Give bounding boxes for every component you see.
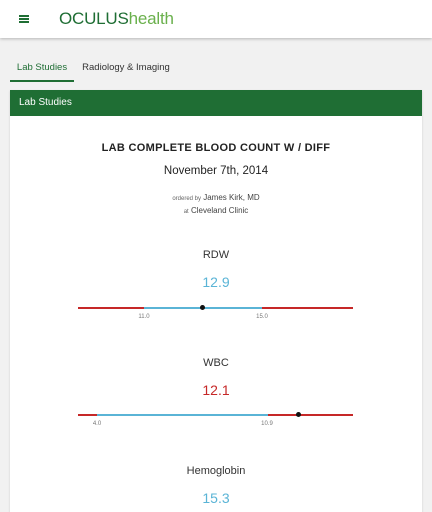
value-marker <box>199 305 205 310</box>
range-high-segment <box>267 414 353 416</box>
tab-radiology-imaging[interactable]: Radiology & Imaging <box>82 62 170 73</box>
metric-value-wbc: 12.1 <box>202 382 230 398</box>
ordered-by-prefix: ordered by <box>172 196 201 202</box>
menu-icon-line <box>19 18 29 20</box>
brand-logo: OCULUShealth <box>59 9 174 29</box>
range-bar-rdw <box>78 304 353 312</box>
range-low-tick-wbc: 4.0 <box>92 421 102 427</box>
range-high-tick-wbc: 10.9 <box>261 421 273 427</box>
metric-value-rdw: 12.9 <box>202 274 230 290</box>
tab-bar: Lab Studies Radiology & Imaging <box>10 54 422 82</box>
metric-name-rdw: RDW <box>202 249 230 261</box>
menu-icon-line <box>19 21 29 23</box>
ordered-by-block: ordered by James Kirk, MD at Cleveland C… <box>10 192 422 218</box>
menu-icon-line <box>19 15 29 17</box>
range-low-segment <box>78 414 98 416</box>
location-name: Cleveland Clinic <box>190 206 249 215</box>
value-marker <box>296 412 301 417</box>
lab-studies-card: Lab Studies LAB COMPLETE BLOOD COUNT W /… <box>10 90 422 512</box>
report-date: November 7th, 2014 <box>163 165 269 177</box>
card-header: Lab Studies <box>10 90 422 116</box>
range-low-segment <box>78 307 144 309</box>
range-normal-segment <box>97 414 268 416</box>
tab-lab-studies[interactable]: Lab Studies <box>10 54 74 82</box>
brand-logo-part1: OCULUS <box>59 9 129 28</box>
location-line: at Cleveland Clinic <box>10 205 422 218</box>
hamburger-menu-icon[interactable] <box>19 15 29 23</box>
range-bar-wbc <box>78 411 353 419</box>
range-low-tick-rdw: 11.0 <box>138 314 150 320</box>
report-title: LAB COMPLETE BLOOD COUNT W / DIFF <box>101 142 331 154</box>
metric-value-hemoglobin: 15.3 <box>202 490 230 506</box>
location-prefix: at <box>183 209 189 215</box>
range-high-tick-rdw: 15.0 <box>256 314 268 320</box>
brand-logo-part2: health <box>128 9 174 28</box>
metric-name-hemoglobin: Hemoglobin <box>186 465 246 477</box>
range-high-segment <box>262 307 353 309</box>
app-bar: OCULUShealth <box>0 0 432 38</box>
ordering-physician: James Kirk, MD <box>203 193 260 202</box>
ordered-by-line: ordered by James Kirk, MD <box>10 192 422 205</box>
metric-name-wbc: WBC <box>203 357 229 369</box>
